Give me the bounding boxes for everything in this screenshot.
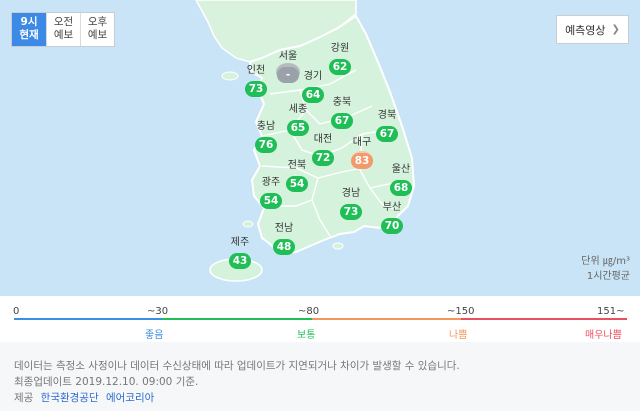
legend-tick-150: ~150 (447, 306, 475, 317)
legend-bar-bad (312, 318, 461, 320)
notice-text: 데이터는 측정소 사정이나 데이터 수신상태에 따라 업데이트가 지연되거나 차… (14, 360, 460, 372)
region-seoul[interactable]: 서울 - (277, 51, 299, 83)
region-ulsan[interactable]: 울산 68 (390, 164, 412, 196)
legend-tick-0: 0 (13, 306, 20, 317)
legend-bar-normal (162, 318, 312, 320)
region-sejong[interactable]: 세종 65 (287, 104, 309, 136)
region-busan[interactable]: 부산 70 (381, 202, 403, 234)
legend-tick-30: ~30 (147, 306, 169, 317)
footer: 데이터는 측정소 사정이나 데이터 수신상태에 따라 업데이트가 지연되거나 차… (0, 342, 640, 411)
region-chungnam[interactable]: 충남 76 (255, 121, 277, 153)
source-link-airkorea[interactable]: 에어코리아 (105, 392, 155, 404)
source-link-keco[interactable]: 한국환경공단 (40, 392, 99, 404)
average-period-text: 1시간평균 (586, 271, 630, 282)
region-chungbuk[interactable]: 충북 67 (331, 97, 353, 129)
legend: 0 ~30 ~80 ~150 151~ 좋음 보통 나쁨 매우나쁨 (0, 296, 640, 341)
air-quality-map: 9시 현재 오전 예보 오후 예보 예측영상 ❯ 서울 - 강원 62 인천 73 경기 64… (0, 0, 640, 296)
region-gyeongbuk[interactable]: 경북 67 (376, 110, 398, 142)
region-gyeonggi[interactable]: 경기 64 (302, 71, 324, 103)
region-daegu[interactable]: 대구 83 (351, 137, 373, 169)
legend-label-bad: 나쁨 (449, 330, 468, 341)
legend-bar-good (14, 318, 162, 320)
korea-map (195, 0, 416, 282)
legend-tick-80: ~80 (298, 306, 320, 317)
updated-text: 최종업데이트 2019.12.10. 09:00 기준. (14, 376, 199, 388)
legend-label-very-bad: 매우나쁨 (585, 330, 622, 341)
tab-morning-forecast[interactable]: 오전 예보 (46, 13, 80, 46)
region-gangwon[interactable]: 강원 62 (329, 43, 351, 75)
legend-label-normal: 보통 (297, 330, 316, 341)
chevron-right-icon: ❯ (611, 24, 620, 35)
legend-bar-very-bad (461, 318, 627, 320)
region-jeju[interactable]: 제주 43 (229, 237, 251, 269)
legend-tick-151: 151~ (597, 306, 625, 317)
forecast-button-label: 예측영상 (565, 23, 606, 37)
tab-now[interactable]: 9시 현재 (12, 13, 46, 46)
region-gyeongnam[interactable]: 경남 73 (340, 188, 362, 220)
time-tabs: 9시 현재 오전 예보 오후 예보 (11, 12, 115, 47)
region-daejeon[interactable]: 대전 72 (312, 134, 334, 166)
region-gwangju[interactable]: 광주 54 (260, 177, 282, 209)
legend-label-good: 좋음 (145, 330, 164, 341)
source-prefix: 제공 (14, 392, 34, 404)
unit-text: 단위 ㎍/m³ (581, 256, 630, 267)
region-jeonnam[interactable]: 전남 48 (273, 223, 295, 255)
region-jeonbuk[interactable]: 전북 54 (286, 160, 308, 192)
tab-afternoon-forecast[interactable]: 오후 예보 (80, 13, 114, 46)
unit-label: 단위 ㎍/m³ 1시간평균 (581, 254, 630, 284)
forecast-video-button[interactable]: 예측영상 ❯ (556, 15, 629, 44)
region-incheon[interactable]: 인천 73 (245, 65, 267, 97)
source-line: 제공 한국환경공단 에어코리아 (14, 390, 640, 406)
